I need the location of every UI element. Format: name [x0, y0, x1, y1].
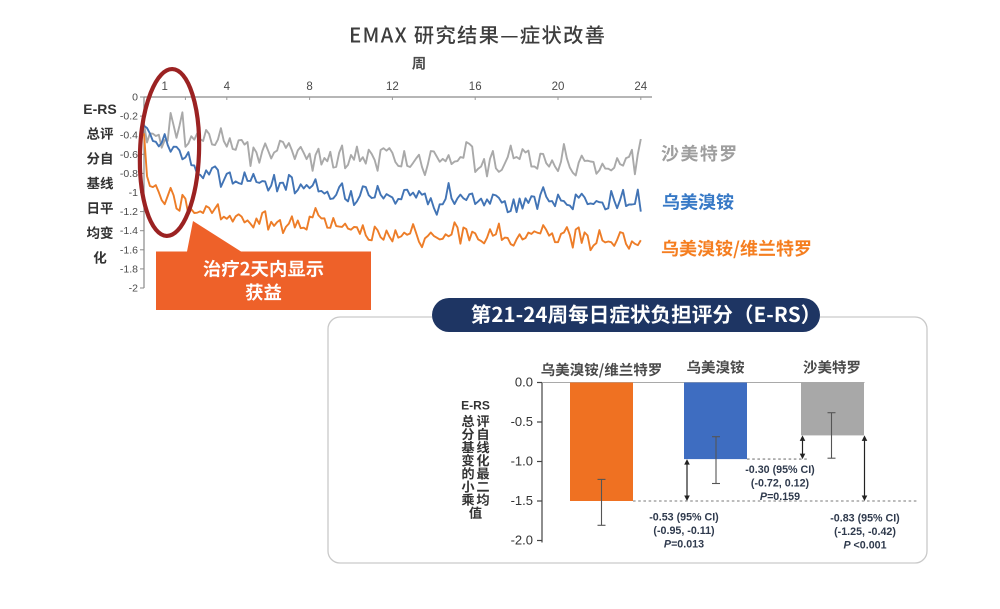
svg-text:P <0.001: P <0.001: [843, 540, 886, 552]
svg-text:12: 12: [386, 81, 399, 93]
svg-text:(-0.72, 0.12): (-0.72, 0.12): [751, 478, 810, 490]
svg-text:-1.8: -1.8: [120, 263, 138, 275]
svg-text:16: 16: [469, 81, 482, 93]
svg-text:-0.53 (95% CI): -0.53 (95% CI): [649, 512, 719, 524]
svg-text:24: 24: [634, 81, 647, 93]
svg-text:0: 0: [132, 92, 138, 104]
svg-text:P=0.013: P=0.013: [664, 539, 704, 551]
svg-text:0.0: 0.0: [515, 375, 533, 390]
svg-text:4: 4: [224, 81, 231, 93]
svg-text:-0.6: -0.6: [120, 149, 138, 161]
svg-text:-0.4: -0.4: [120, 130, 138, 142]
svg-text:(-0.95, -0.11): (-0.95, -0.11): [653, 525, 715, 537]
svg-text:-1.4: -1.4: [120, 225, 138, 237]
svg-text:-1.0: -1.0: [511, 454, 533, 469]
svg-text:(-1.25, -0.42): (-1.25, -0.42): [834, 526, 896, 538]
svg-text:-1: -1: [129, 187, 138, 199]
svg-text:-0.30 (95% CI): -0.30 (95% CI): [745, 464, 815, 476]
svg-text:-1.6: -1.6: [120, 244, 138, 256]
svg-text:-1.2: -1.2: [120, 206, 138, 218]
svg-text:-0.5: -0.5: [511, 414, 533, 429]
svg-text:8: 8: [306, 81, 312, 93]
svg-text:E-RS: E-RS: [461, 399, 490, 413]
svg-text:-2: -2: [129, 283, 138, 295]
svg-text:20: 20: [552, 81, 565, 93]
svg-text:-0.2: -0.2: [120, 111, 138, 123]
svg-text:E-RS: E-RS: [83, 101, 116, 117]
svg-text:-1.5: -1.5: [511, 493, 533, 508]
svg-text:-0.8: -0.8: [120, 168, 138, 180]
svg-text:-0.83 (95% CI): -0.83 (95% CI): [830, 513, 900, 525]
svg-text:-2.0: -2.0: [511, 533, 533, 548]
svg-text:1: 1: [161, 81, 167, 93]
svg-text:P=0.159: P=0.159: [760, 491, 800, 503]
